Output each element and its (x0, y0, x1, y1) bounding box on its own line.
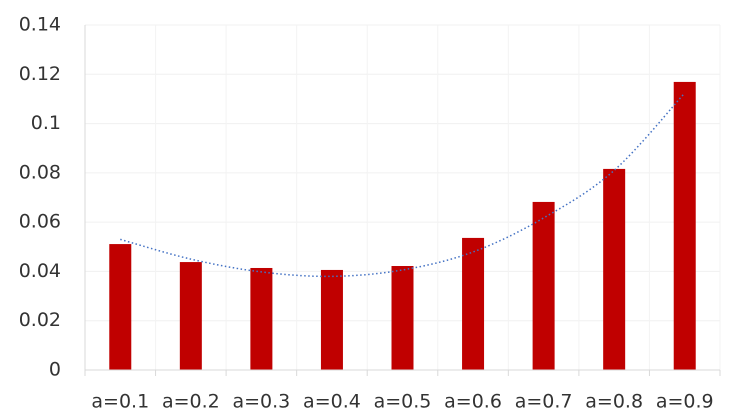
bar (320, 269, 343, 370)
x-tick-label: a=0.5 (374, 391, 432, 413)
x-tick-label: a=0.1 (91, 391, 149, 413)
x-tick-label: a=0.2 (162, 391, 220, 413)
y-tick-label: 0.06 (19, 211, 61, 233)
bar (603, 168, 626, 370)
y-tick-label: 0.02 (19, 309, 61, 331)
x-tick-label: a=0.3 (232, 391, 290, 413)
bar (250, 267, 273, 370)
x-tick-label: a=0.7 (515, 391, 573, 413)
x-tick-label: a=0.9 (656, 391, 714, 413)
y-tick-label: 0.12 (19, 63, 61, 85)
x-tick-label: a=0.6 (444, 391, 502, 413)
bar (673, 81, 696, 371)
x-tick-label: a=0.8 (585, 391, 643, 413)
y-tick-label: 0.08 (19, 161, 61, 183)
bar (179, 262, 202, 370)
y-tick-label: 0.04 (19, 260, 61, 282)
y-tick-label: 0.14 (19, 14, 61, 36)
bar (109, 244, 132, 370)
bar (462, 237, 485, 370)
x-tick-label: a=0.4 (303, 391, 361, 413)
trendline (120, 92, 686, 278)
y-tick-label: 0 (49, 359, 61, 381)
y-tick-label: 0.1 (31, 112, 61, 134)
bar (532, 201, 555, 370)
bar (391, 266, 414, 370)
